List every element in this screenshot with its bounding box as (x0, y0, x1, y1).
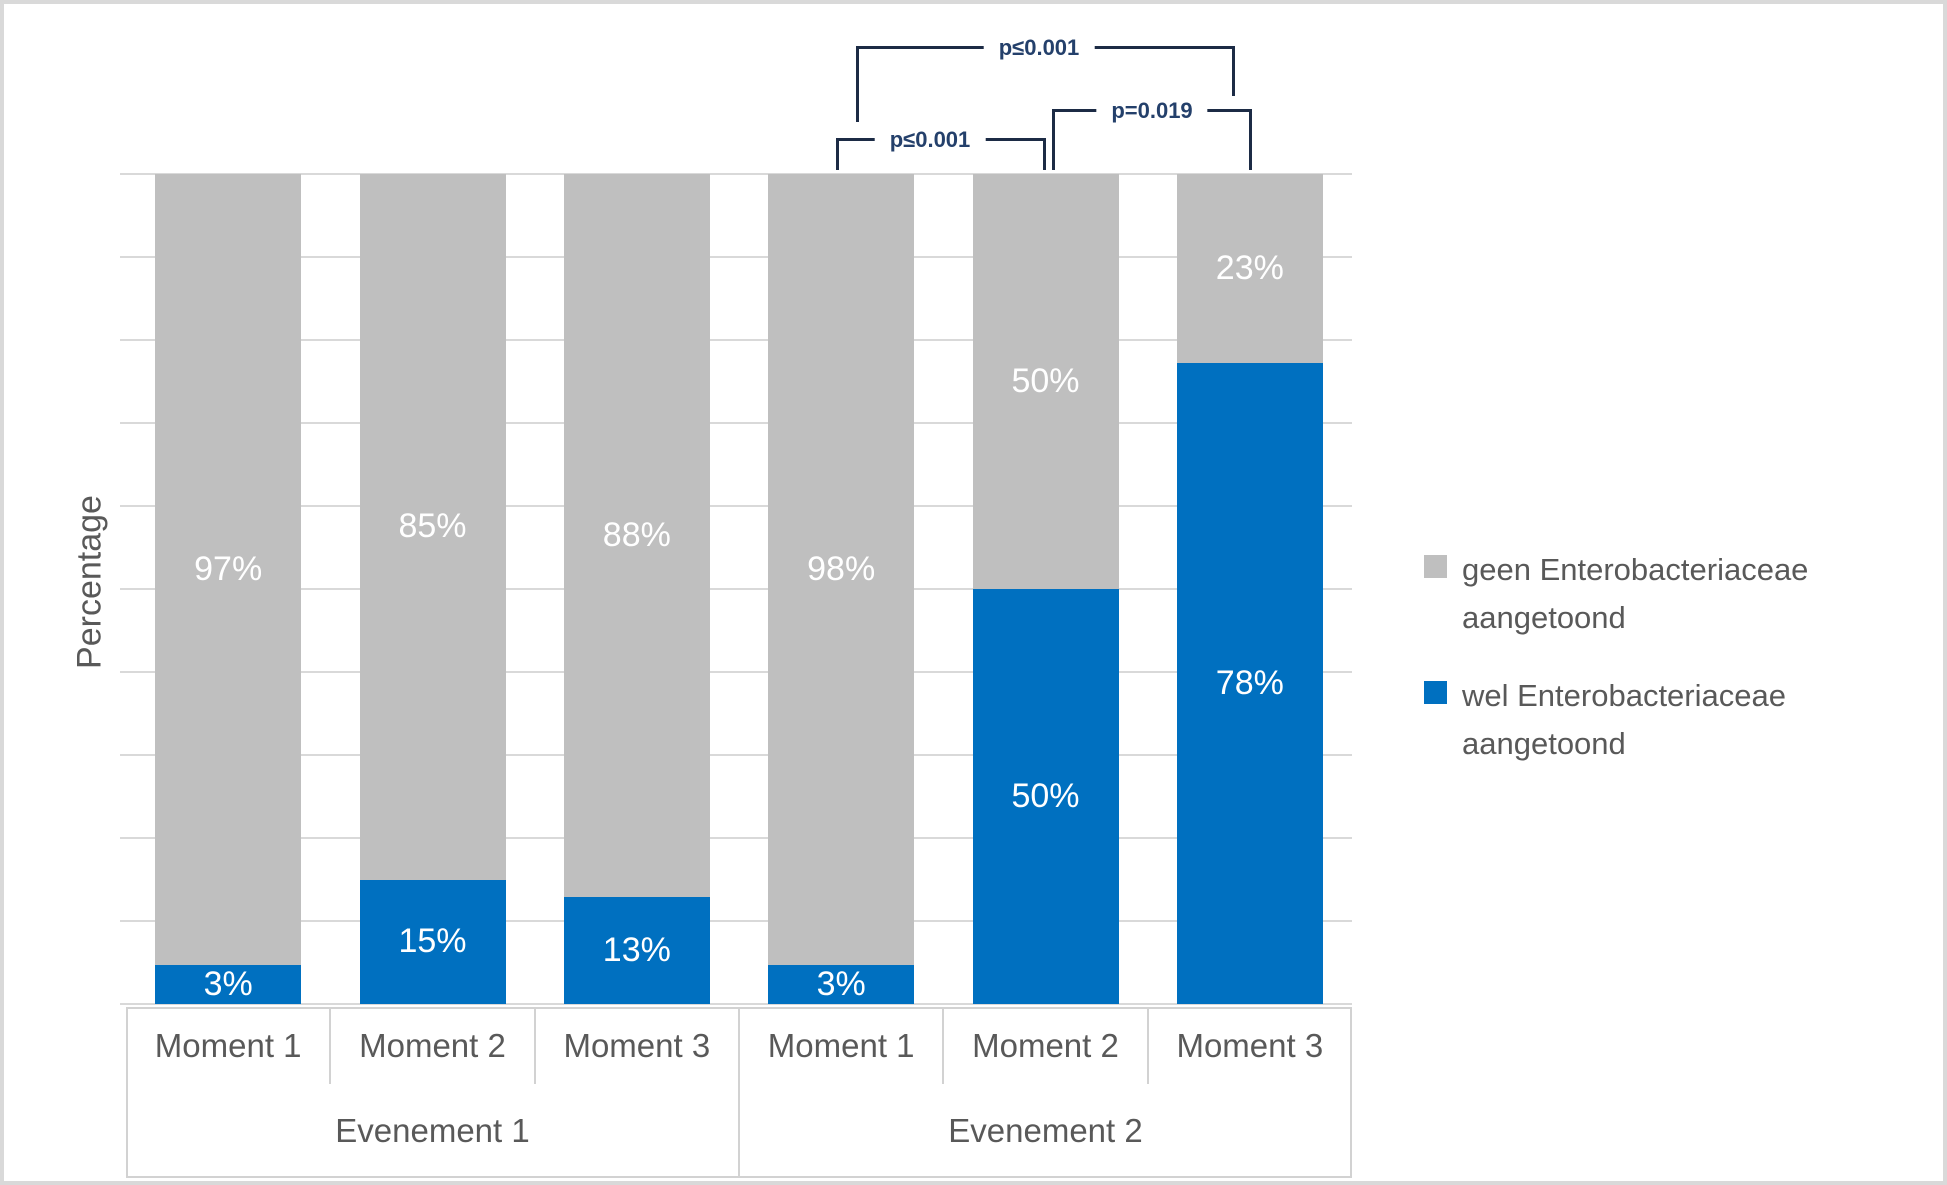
axis-table-moment-divider (1146, 1007, 1149, 1084)
segment-label-wel: 13% (602, 931, 671, 970)
segment-wel: 3% (768, 965, 915, 1004)
gridline (120, 173, 1352, 175)
moment-axis-label: Moment 1 (154, 1026, 302, 1064)
y-axis-title: Percentage (70, 495, 109, 669)
evenement-axis-label: Evenement 1 (335, 1112, 530, 1149)
segment-label-wel: 3% (203, 965, 253, 1003)
segment-label-geen: 23% (1215, 249, 1284, 287)
gridline (120, 754, 1352, 756)
stacked-bar-evenement-2-moment-1: 98% 3% (768, 174, 915, 1004)
bracket-leg (1052, 109, 1055, 170)
moment-axis-label: Moment 3 (563, 1026, 711, 1064)
stacked-bar-evenement-1-moment-1: 97% 3% (155, 174, 302, 1004)
stacked-bar-evenement-1-moment-3: 88% 13% (563, 174, 710, 1004)
segment-geen: 50% (972, 174, 1119, 589)
stacked-bar-evenement-2-moment-2: 50% 50% (972, 174, 1119, 1004)
p-value-label: p=0.019 (1096, 98, 1208, 124)
segment-geen: 85% (359, 174, 506, 880)
segment-label-geen: 97% (194, 550, 263, 588)
segment-label-geen: 85% (398, 507, 467, 546)
gridline (120, 671, 1352, 673)
segment-wel: 15% (359, 879, 506, 1004)
segment-wel: 50% (972, 589, 1119, 1004)
segment-label-geen: 88% (602, 516, 671, 555)
gridline (120, 920, 1352, 922)
segment-geen: 23% (1176, 174, 1323, 363)
segment-label-wel: 78% (1215, 664, 1284, 702)
bracket-leg (1249, 109, 1252, 170)
axis-table-group-divider (738, 1007, 740, 1178)
segment-label-geen: 98% (807, 550, 876, 588)
moment-axis-label: Moment 1 (767, 1026, 915, 1064)
moment-axis-label: Moment 3 (1176, 1026, 1324, 1064)
bars-layer: 97% 3% 85% 15% 88% 13% 98% 3% 50% 50% 23% 78% (4, 4, 1943, 1005)
legend: geen Enterobacteriaceae aangetoond wel En… (1424, 546, 1914, 768)
p-value-label: p≤0.001 (874, 127, 986, 153)
axis-table-moment-divider (533, 1007, 536, 1084)
gridline (120, 505, 1352, 507)
evenement-axis-label: Evenement 2 (948, 1112, 1143, 1149)
axis-table-moment-divider (942, 1007, 945, 1084)
legend-item: geen Enterobacteriaceae aangetoond (1424, 546, 1914, 642)
stacked-bar-evenement-1-moment-2: 85% 15% (359, 174, 506, 1004)
gridline (120, 837, 1352, 839)
segment-wel: 78% (1176, 363, 1323, 1004)
gridline (120, 1003, 1352, 1005)
moment-axis-label: Moment 2 (359, 1026, 506, 1064)
bracket-leg (836, 138, 839, 170)
stacked-bar-evenement-2-moment-3: 23% 78% (1176, 174, 1323, 1004)
segment-geen: 98% (768, 174, 915, 965)
moment-axis-label: Moment 2 (972, 1026, 1119, 1064)
legend-item: wel Enterobacteriaceae aangetoond (1424, 672, 1914, 768)
legend-swatch-icon (1424, 681, 1447, 704)
gridline (120, 256, 1352, 258)
segment-wel: 13% (563, 897, 710, 1004)
p-value-label: p≤0.001 (983, 35, 1095, 61)
axis-table-moment-divider (329, 1007, 332, 1084)
segment-label-wel: 50% (1011, 777, 1080, 815)
legend-swatch-icon (1424, 555, 1447, 578)
gridline (120, 422, 1352, 424)
segment-label-wel: 15% (398, 922, 467, 961)
bracket-leg (1232, 46, 1235, 96)
segment-geen: 97% (155, 174, 302, 965)
gridline (120, 339, 1352, 341)
gridline (120, 588, 1352, 590)
segment-label-wel: 3% (816, 965, 866, 1003)
segment-label-geen: 50% (1011, 362, 1080, 400)
bracket-leg (1043, 138, 1046, 170)
segment-geen: 88% (563, 174, 710, 898)
legend-item-label: geen Enterobacteriaceae aangetoond (1462, 552, 1809, 635)
bracket-leg (856, 46, 859, 122)
segment-wel: 3% (155, 965, 302, 1004)
legend-item-label: wel Enterobacteriaceae aangetoond (1462, 678, 1786, 761)
